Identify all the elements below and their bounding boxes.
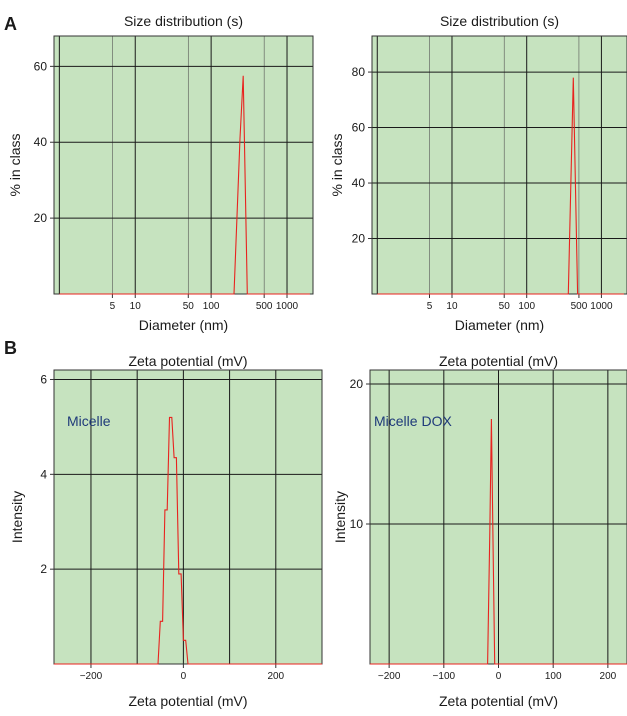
chart-4-x-tick-label-4: 200	[600, 671, 617, 682]
chart-4-y-tick-label-1: 20	[350, 377, 364, 391]
chart-4-y-tick-label-0: 10	[350, 517, 364, 531]
chart-1-x-tick-label-4: 500	[256, 301, 273, 312]
chart-1-title: Size distribution (s)	[124, 13, 243, 29]
chart-3-annotation: Micelle	[67, 413, 111, 429]
chart-2-title: Size distribution (s)	[440, 13, 559, 29]
chart-1: 5 10 50 100 500 1000 20 40 60 Size distribution (…	[7, 13, 314, 333]
chart-3-x-tick-label-1: 0	[181, 671, 187, 682]
chart-1-y-tick-label-0: 20	[34, 211, 48, 225]
chart-1-x-tick-label-5: 1000	[276, 301, 299, 312]
chart-2-y-axis-label: % in class	[329, 133, 345, 196]
chart-2-y-tick-label-1: 40	[352, 176, 366, 190]
chart-3-x-axis-label: Zeta potential (mV)	[128, 693, 247, 709]
chart-4-series-line-0	[370, 418, 627, 665]
chart-2-series-line-0	[377, 77, 624, 295]
chart-3-y-tick-label-2: 6	[40, 372, 47, 386]
chart-2-x-tick-label-3: 100	[518, 301, 535, 312]
chart-4-title: Zeta potential (mV)	[439, 353, 558, 369]
chart-2-x-tick-label-5: 1000	[590, 301, 613, 312]
chart-1-y-tick-label-1: 40	[34, 135, 48, 149]
panel-label-a: A	[4, 14, 17, 34]
chart-1-x-axis-label: Diameter (nm)	[139, 317, 228, 333]
chart-1-x-tick-label-3: 100	[203, 301, 220, 312]
chart-3-x-tick-label-2: 200	[267, 671, 284, 682]
chart-4-x-tick-label-0: −200	[378, 671, 401, 682]
chart-3-series-line-0	[54, 416, 322, 665]
chart-4-annotation: Micelle DOX	[374, 413, 452, 429]
chart-4-x-tick-label-2: 0	[496, 671, 502, 682]
chart-1-x-tick-label-1: 10	[130, 301, 142, 312]
chart-4-y-axis-label: Intensity	[332, 491, 348, 543]
chart-2-y-tick-label-0: 20	[352, 232, 366, 246]
chart-3-plot-area	[54, 370, 322, 664]
chart-3-y-tick-label-1: 4	[40, 467, 47, 481]
chart-4-x-axis-label: Zeta potential (mV)	[439, 693, 558, 709]
chart-3-title: Zeta potential (mV)	[128, 353, 247, 369]
chart-3-y-tick-label-0: 2	[40, 562, 47, 576]
chart-1-plot-area	[54, 36, 313, 294]
chart-4: −200 −100 0 100 200 10 20 Zeta potential (mV) Ze…	[332, 353, 627, 709]
chart-1-y-axis-label: % in class	[7, 133, 23, 196]
chart-2-x-tick-label-2: 50	[499, 301, 511, 312]
chart-2-x-tick-label-4: 500	[571, 301, 588, 312]
chart-2-x-tick-label-1: 10	[446, 301, 458, 312]
chart-2-x-tick-label-0: 5	[427, 301, 433, 312]
chart-3-y-axis-label: Intensity	[9, 491, 25, 543]
chart-4-x-tick-label-3: 100	[545, 671, 562, 682]
chart-1-x-tick-label-2: 50	[183, 301, 195, 312]
chart-2: 5 10 50 100 500 1000 20 40 60 80 Size distribution…	[329, 13, 627, 333]
chart-2-y-tick-label-3: 80	[352, 65, 366, 79]
chart-2-y-tick-label-2: 60	[352, 121, 366, 135]
chart-1-series-line-0	[59, 75, 310, 295]
chart-2-x-axis-label: Diameter (nm)	[455, 317, 544, 333]
chart-1-x-tick-label-0: 5	[110, 301, 116, 312]
chart-2-plot-area	[372, 36, 627, 294]
chart-3-x-tick-label-0: −200	[80, 671, 103, 682]
chart-4-x-tick-label-1: −100	[433, 671, 456, 682]
panel-label-b: B	[4, 338, 17, 358]
chart-3: −200 0 200 2 4 6 Zeta potential (mV) Zeta poten…	[9, 353, 323, 709]
chart-1-y-tick-label-2: 60	[34, 59, 48, 73]
